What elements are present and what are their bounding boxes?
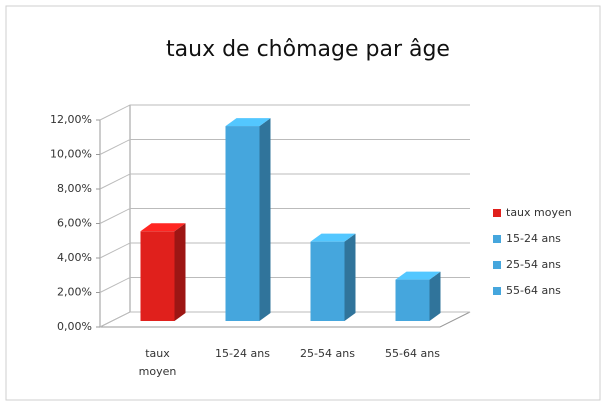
x-tick-label: 55-64 ans [385,347,440,360]
legend-swatch [493,261,501,269]
bar-side [174,223,186,321]
legend-swatch [493,287,501,295]
bar [225,126,260,321]
grid-line [99,208,470,224]
bar-top [225,118,271,127]
bar-top [140,223,186,232]
bar [140,231,175,321]
bar-top [310,233,356,242]
grid-line [99,311,470,328]
y-tick-label: 10,00% [50,148,92,161]
legend-label: 55-64 ans [506,284,561,297]
bar-side [259,118,271,321]
grid-line [99,242,470,259]
y-tick-label: 6,00% [57,217,92,230]
y-tick-label: 4,00% [57,251,92,264]
bar-top [395,271,441,280]
chart-title: taux de chômage par âge [166,37,450,62]
y-tick-label: 8,00% [57,182,92,195]
x-tick-label: 25-54 ans [300,347,355,360]
legend-label: 15-24 ans [506,232,561,245]
chart-frame [5,5,601,401]
y-tick-label: 0,00% [57,320,92,333]
bar-side [344,233,356,321]
legend-swatch [493,235,501,243]
legend-label: taux moyen [506,206,572,219]
legend-label: 25-54 ans [506,258,561,271]
grid-line [99,277,470,293]
bar [395,279,430,321]
x-tick-label: 15-24 ans [215,347,270,360]
x-tick-label: taux moyen [138,347,177,378]
bar-side [429,271,441,321]
y-tick-label: 2,00% [57,286,92,299]
y-tick-label: 12,00% [50,113,92,126]
bar [310,241,345,321]
grid-line [99,139,470,155]
grid-line [99,104,470,121]
legend-swatch [493,209,501,217]
grid-line [99,173,470,190]
